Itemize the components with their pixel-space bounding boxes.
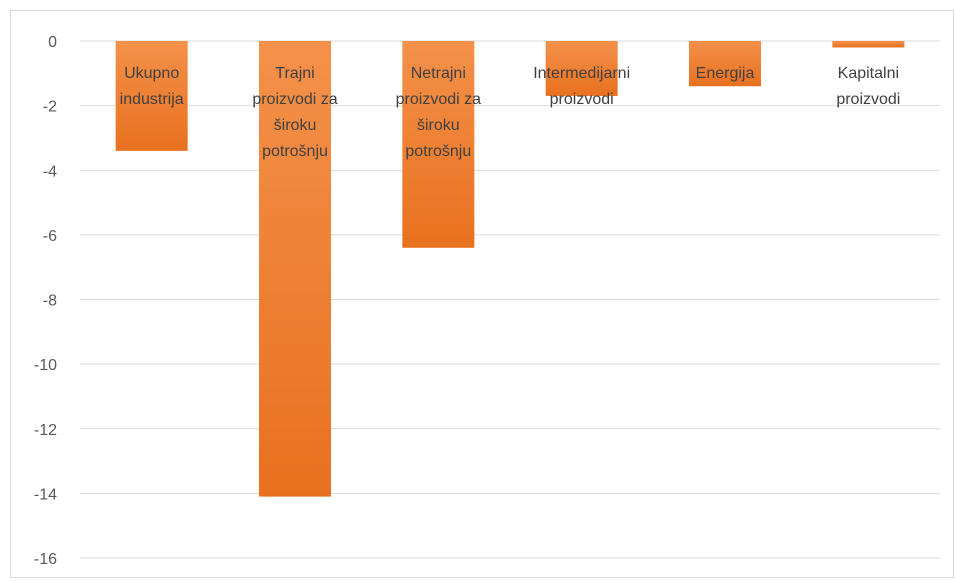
category-labels: Ukupno industrija Trajni proizvodi za široku… [120, 65, 901, 160]
bar [689, 41, 761, 87]
gridlines [80, 40, 940, 559]
y-tick-label: -6 [43, 228, 57, 245]
category-label: Energija [696, 65, 755, 82]
bar [115, 41, 188, 151]
category-label: Intermedijarni proizvodi [533, 65, 630, 108]
bar [402, 41, 475, 248]
category-label: Kapitalni proizvodi [836, 65, 900, 108]
y-tick-label: -8 [43, 293, 57, 310]
category-label: Netrajni proizvodi za široku potrošnju [396, 65, 481, 160]
y-tick-label: -2 [43, 99, 57, 116]
y-tick-label: -10 [34, 357, 57, 374]
y-axis-ticks: 0 -2 -4 -6 -8 -10 -12 -14 -16 [34, 34, 57, 568]
y-tick-label: -16 [34, 551, 57, 568]
y-tick-label: -12 [34, 422, 57, 439]
category-label: Trajni proizvodi za široku potrošnju [252, 65, 337, 160]
y-tick-label: -14 [34, 486, 57, 503]
y-tick-label: 0 [48, 34, 57, 51]
y-tick-label: -4 [43, 163, 57, 180]
bar [545, 41, 618, 96]
bar [832, 41, 905, 48]
category-label: Ukupno industrija [120, 65, 184, 108]
bar [259, 41, 331, 497]
bars [115, 41, 905, 497]
